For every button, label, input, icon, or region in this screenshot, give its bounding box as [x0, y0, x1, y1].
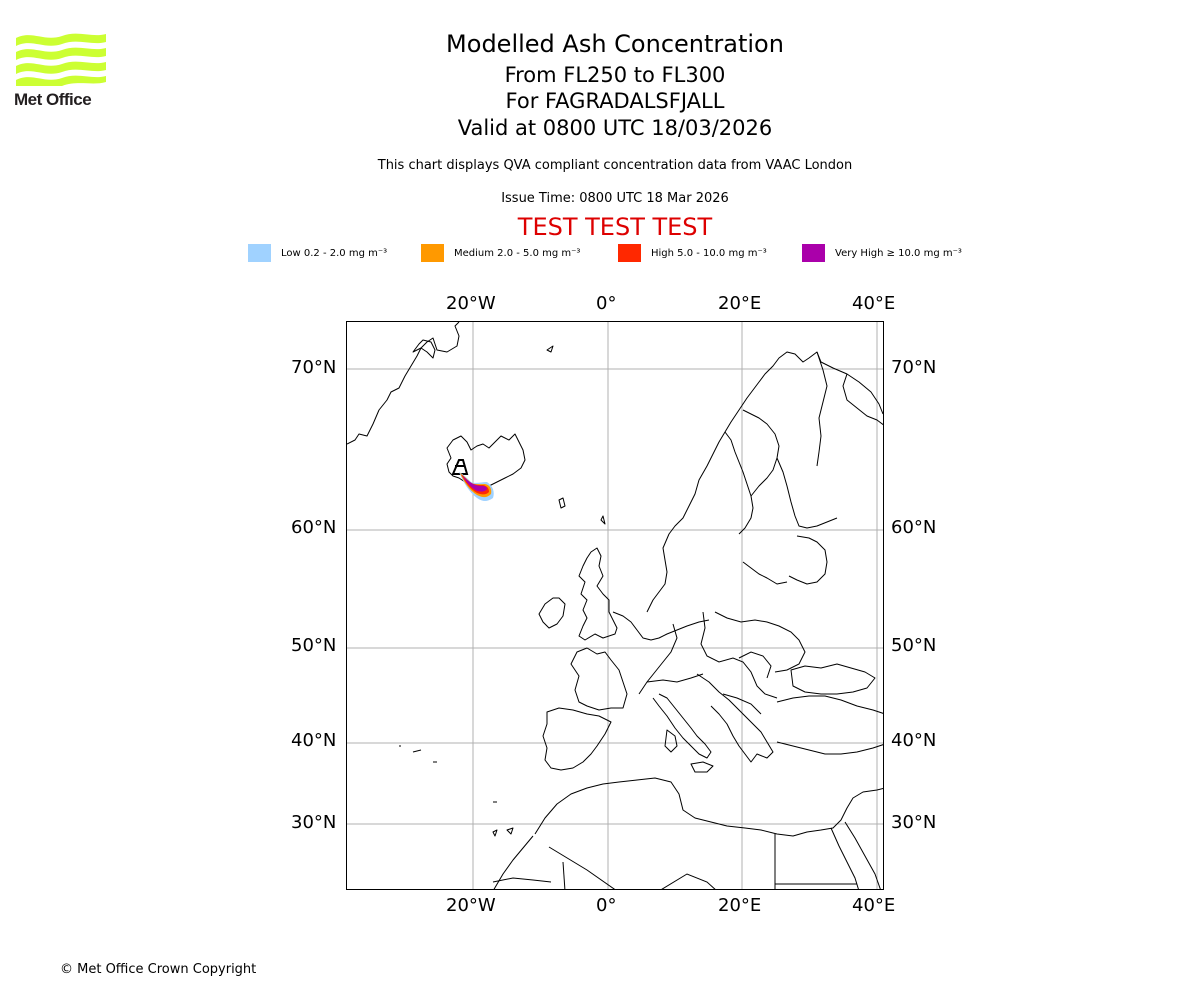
copyright-notice: © Met Office Crown Copyright: [60, 962, 257, 977]
chart-subtitle: This chart displays QVA compliant concen…: [377, 158, 853, 173]
lat-tick-left-50n: 50°N: [291, 635, 337, 656]
legend-swatch-medium: [421, 244, 444, 262]
legend-swatch-high: [618, 244, 641, 262]
lon-tick-bottom-20w: 20°W: [446, 895, 496, 916]
europe-map: [347, 322, 883, 889]
lon-tick-top-40e: 40°E: [852, 293, 896, 314]
legend-swatch-low: [248, 244, 271, 262]
volcano-name: For FAGRADALSFJALL: [505, 89, 725, 113]
lat-tick-left-30n: 30°N: [291, 812, 337, 833]
legend-item-medium: Medium 2.0 - 5.0 mg m⁻³: [421, 243, 580, 263]
lon-tick-bottom-0: 0°: [596, 895, 617, 916]
legend-label-high: High 5.0 - 10.0 mg m⁻³: [651, 247, 767, 259]
lat-tick-right-60n: 60°N: [891, 517, 937, 538]
lat-tick-right-50n: 50°N: [891, 635, 937, 656]
lon-tick-bottom-40e: 40°E: [852, 895, 896, 916]
ash-plume: [459, 472, 494, 501]
legend-label-low: Low 0.2 - 2.0 mg m⁻³: [281, 247, 388, 259]
test-banner: TEST TEST TEST: [517, 213, 713, 241]
lat-tick-left-60n: 60°N: [291, 517, 337, 538]
coastlines: [347, 322, 883, 889]
legend-item-high: High 5.0 - 10.0 mg m⁻³: [618, 243, 767, 263]
flight-levels: From FL250 to FL300: [504, 63, 726, 87]
lat-tick-right-30n: 30°N: [891, 812, 937, 833]
ash-concentration-map[interactable]: [346, 321, 884, 890]
lon-tick-top-20w: 20°W: [446, 293, 496, 314]
lon-tick-top-0: 0°: [596, 293, 617, 314]
met-office-wave-icon: [16, 33, 106, 86]
legend-label-very-high: Very High ≥ 10.0 mg m⁻³: [835, 247, 962, 259]
lon-tick-bottom-20e: 20°E: [718, 895, 762, 916]
graticule: [347, 322, 883, 889]
lat-tick-left-70n: 70°N: [291, 357, 337, 378]
logo-text: Met Office: [14, 90, 92, 109]
lon-tick-top-20e: 20°E: [718, 293, 762, 314]
met-office-logo: Met Office: [14, 30, 109, 112]
legend-label-medium: Medium 2.0 - 5.0 mg m⁻³: [454, 247, 581, 259]
country-borders: [492, 611, 857, 889]
legend-swatch-very-high: [802, 244, 825, 262]
valid-time: Valid at 0800 UTC 18/03/2026: [457, 116, 773, 140]
legend-item-very-high: Very High ≥ 10.0 mg m⁻³: [802, 243, 962, 263]
lat-tick-right-70n: 70°N: [891, 357, 937, 378]
issue-time: Issue Time: 0800 UTC 18 Mar 2026: [501, 191, 729, 206]
legend-item-low: Low 0.2 - 2.0 mg m⁻³: [248, 243, 387, 263]
chart-title: Modelled Ash Concentration: [446, 30, 784, 58]
lat-tick-right-40n: 40°N: [891, 730, 937, 751]
volcano-marker: [451, 459, 469, 475]
lat-tick-left-40n: 40°N: [291, 730, 337, 751]
